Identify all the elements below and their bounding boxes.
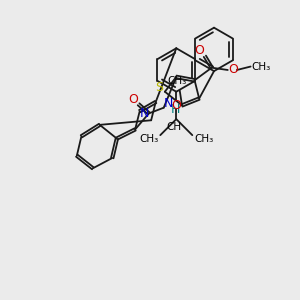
- Text: CH: CH: [167, 122, 182, 132]
- Text: CH₃: CH₃: [168, 76, 187, 86]
- Text: S: S: [155, 81, 163, 94]
- Text: O: O: [171, 99, 181, 112]
- Text: CH₃: CH₃: [139, 134, 158, 144]
- Text: O: O: [128, 93, 138, 106]
- Text: CH₃: CH₃: [194, 134, 213, 144]
- Text: N: N: [140, 107, 149, 120]
- Text: O: O: [194, 44, 204, 57]
- Text: N: N: [164, 97, 173, 110]
- Text: H: H: [170, 103, 180, 116]
- Text: O: O: [229, 64, 238, 76]
- Text: CH₃: CH₃: [251, 61, 271, 71]
